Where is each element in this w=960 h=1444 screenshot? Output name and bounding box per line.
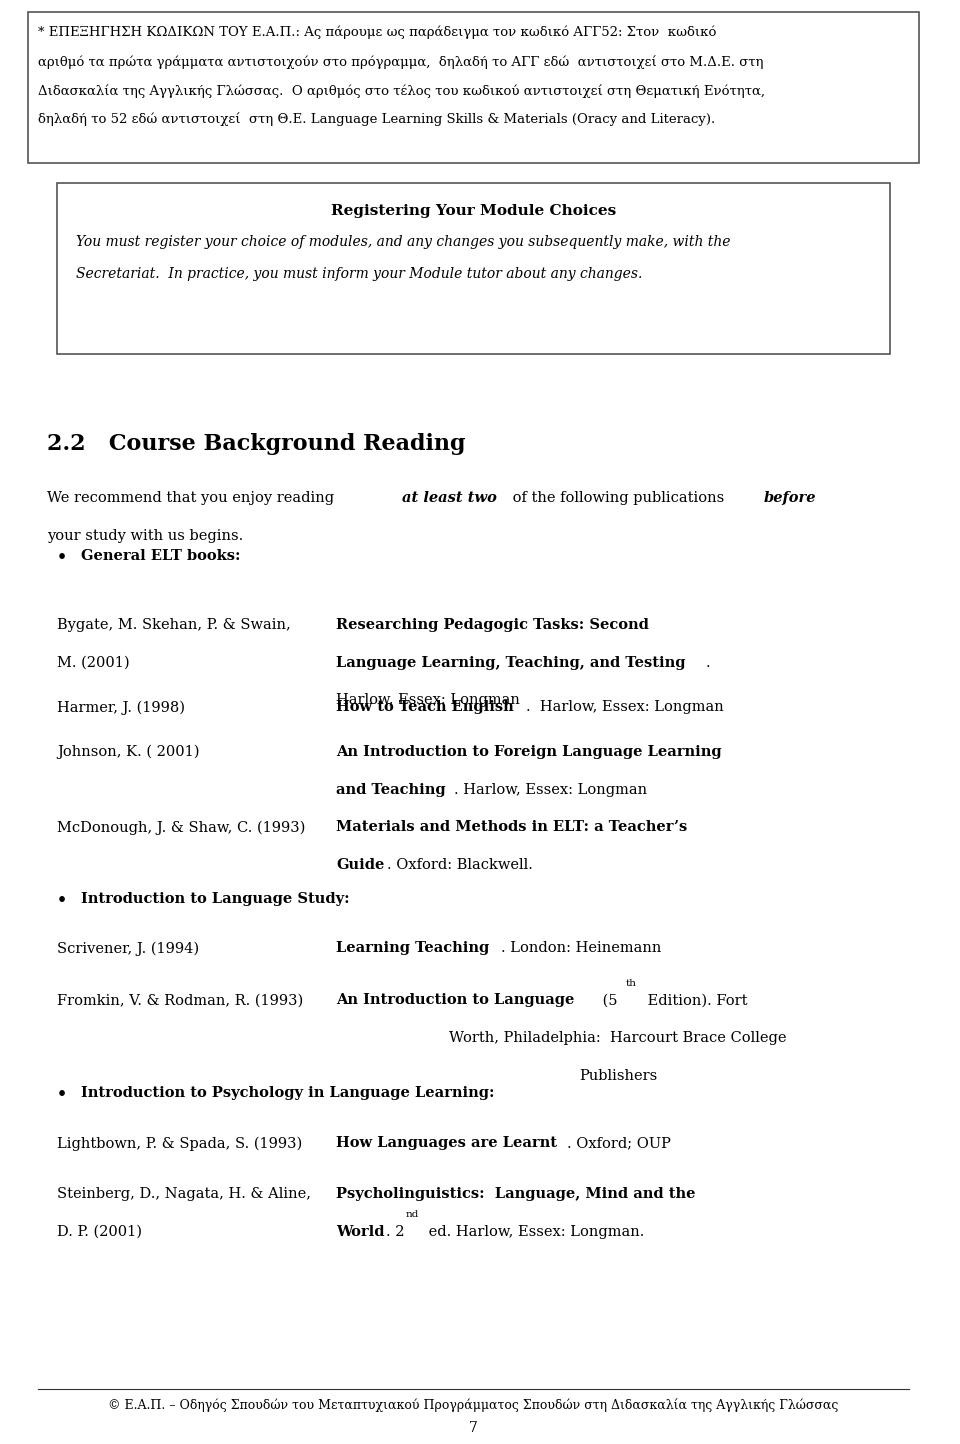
Text: your study with us begins.: your study with us begins. [47, 529, 244, 543]
Text: © Ε.Α.Π. – Οδηγός Σπουδών του Μεταπτυχιακού Προγράμματος Σπουδών στη Διδασκαλία : © Ε.Α.Π. – Οδηγός Σπουδών του Μεταπτυχια… [108, 1398, 839, 1412]
Text: . Oxford; OUP: . Oxford; OUP [567, 1136, 671, 1151]
Text: Edition). Fort: Edition). Fort [643, 993, 748, 1008]
Text: . 2: . 2 [386, 1225, 404, 1239]
Text: An Introduction to Foreign Language Learning: An Introduction to Foreign Language Lear… [336, 745, 722, 760]
Text: αριθμό τα πρώτα γράμματα αντιστοιχούν στο πρόγραμμα,  δηλαδή το ΑΓΓ εδώ  αντιστο: αριθμό τα πρώτα γράμματα αντιστοιχούν στ… [37, 55, 763, 69]
Text: How to Teach English: How to Teach English [336, 700, 514, 715]
FancyBboxPatch shape [29, 12, 919, 163]
Text: McDonough, J. & Shaw, C. (1993): McDonough, J. & Shaw, C. (1993) [57, 820, 305, 835]
Text: •: • [57, 892, 67, 910]
Text: Language Learning, Teaching, and Testing: Language Learning, Teaching, and Testing [336, 656, 685, 670]
Text: Scrivener, J. (1994): Scrivener, J. (1994) [57, 941, 199, 956]
Text: .: . [706, 656, 710, 670]
Text: Introduction to Psychology in Language Learning:: Introduction to Psychology in Language L… [81, 1086, 494, 1100]
Text: . Harlow, Essex: Longman: . Harlow, Essex: Longman [454, 783, 647, 797]
Text: Publishers: Publishers [579, 1069, 658, 1083]
Text: Harmer, J. (1998): Harmer, J. (1998) [57, 700, 185, 715]
Text: Researching Pedagogic Tasks: Second: Researching Pedagogic Tasks: Second [336, 618, 649, 632]
Text: •: • [57, 549, 67, 566]
Text: at least two: at least two [401, 491, 496, 505]
Text: 2.2   Course Background Reading: 2.2 Course Background Reading [47, 433, 466, 455]
Text: D. P. (2001): D. P. (2001) [57, 1225, 142, 1239]
Text: (5: (5 [598, 993, 617, 1008]
Text: Johnson, K. ( 2001): Johnson, K. ( 2001) [57, 745, 200, 760]
Text: Guide: Guide [336, 858, 385, 872]
Text: nd: nd [405, 1210, 419, 1219]
Text: Διδασκαλία της Αγγλικής Γλώσσας.  Ο αριθμός στο τέλος του κωδικού αντιστοιχεί στ: Διδασκαλία της Αγγλικής Γλώσσας. Ο αριθμ… [37, 84, 765, 98]
Text: ed. Harlow, Essex: Longman.: ed. Harlow, Essex: Longman. [424, 1225, 645, 1239]
Text: and Teaching: and Teaching [336, 783, 445, 797]
Text: th: th [626, 979, 637, 988]
Text: Worth, Philadelphia:  Harcourt Brace College: Worth, Philadelphia: Harcourt Brace Coll… [449, 1031, 787, 1045]
Text: You must register your choice of modules, and any changes you subsequently make,: You must register your choice of modules… [76, 235, 731, 250]
Text: Bygate, M. Skehan, P. & Swain,: Bygate, M. Skehan, P. & Swain, [57, 618, 291, 632]
Text: •: • [57, 1086, 67, 1103]
Text: Secretariat.  In practice, you must inform your Module tutor about any changes.: Secretariat. In practice, you must infor… [76, 267, 642, 282]
Text: An Introduction to Language: An Introduction to Language [336, 993, 575, 1008]
Text: General ELT books:: General ELT books: [81, 549, 240, 563]
Text: Learning Teaching: Learning Teaching [336, 941, 490, 956]
Text: before: before [763, 491, 816, 505]
Text: World: World [336, 1225, 385, 1239]
Text: Fromkin, V. & Rodman, R. (1993): Fromkin, V. & Rodman, R. (1993) [57, 993, 303, 1008]
Text: How Languages are Learnt: How Languages are Learnt [336, 1136, 557, 1151]
Text: Materials and Methods in ELT: a Teacher’s: Materials and Methods in ELT: a Teacher’… [336, 820, 687, 835]
Text: Steinberg, D., Nagata, H. & Aline,: Steinberg, D., Nagata, H. & Aline, [57, 1187, 311, 1201]
Text: 7: 7 [469, 1421, 478, 1435]
Text: M. (2001): M. (2001) [57, 656, 130, 670]
Text: * ΕΠΕΞΗΓΗΣΗ ΚΩΔΙΚΩΝ ΤΟΥ Ε.Α.Π.: Ας πάρουμε ως παράδειγμα τον κωδικό ΑΓΓ52: Στον : * ΕΠΕΞΗΓΗΣΗ ΚΩΔΙΚΩΝ ΤΟΥ Ε.Α.Π.: Ας πάρου… [37, 26, 716, 39]
Text: Registering Your Module Choices: Registering Your Module Choices [331, 204, 616, 218]
Text: Psycholinguistics:  Language, Mind and the: Psycholinguistics: Language, Mind and th… [336, 1187, 696, 1201]
FancyBboxPatch shape [57, 183, 891, 354]
Text: δηλαδή το 52 εδώ αντιστοιχεί  στη Θ.Ε. Language Learning Skills & Materials (Ora: δηλαδή το 52 εδώ αντιστοιχεί στη Θ.Ε. La… [37, 113, 715, 127]
Text: Lightbown, P. & Spada, S. (1993): Lightbown, P. & Spada, S. (1993) [57, 1136, 302, 1151]
Text: . London: Heinemann: . London: Heinemann [501, 941, 661, 956]
Text: .  Harlow, Essex: Longman: . Harlow, Essex: Longman [526, 700, 724, 715]
Text: Introduction to Language Study:: Introduction to Language Study: [81, 892, 349, 907]
Text: of the following publications: of the following publications [508, 491, 729, 505]
Text: Harlow, Essex: Longman: Harlow, Essex: Longman [336, 693, 520, 708]
Text: . Oxford: Blackwell.: . Oxford: Blackwell. [388, 858, 534, 872]
Text: We recommend that you enjoy reading: We recommend that you enjoy reading [47, 491, 339, 505]
